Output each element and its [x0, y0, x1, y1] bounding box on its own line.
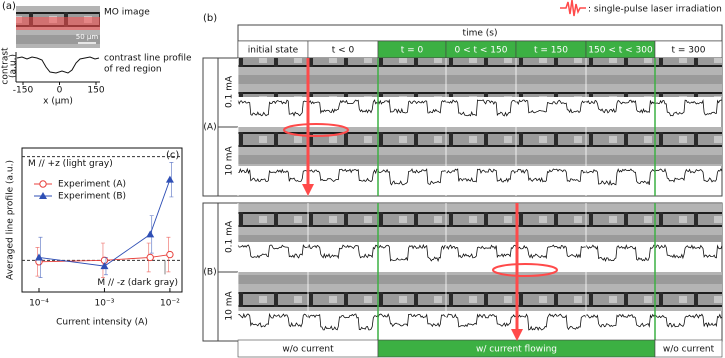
line-profile: [585, 313, 656, 328]
legend-marker: [39, 192, 47, 199]
legend-label: Experiment (B): [58, 192, 126, 202]
panel-b: time (s) initial state t < 0 t = 0 0 < t < 1…: [202, 24, 723, 358]
laser-spiral: [492, 263, 558, 277]
line-profile: [307, 99, 379, 115]
line-profile: [237, 99, 309, 117]
column-header: t = 300: [672, 46, 706, 56]
line-profile: [515, 244, 587, 260]
image-label: MO image: [104, 8, 150, 18]
x-tick-label: 10⁻²: [160, 299, 180, 309]
group-label: (A): [203, 123, 216, 133]
column-header: initial state: [248, 46, 299, 56]
mo-image-row: [238, 127, 722, 166]
line-profile: [377, 168, 447, 186]
legend-label: Experiment (A): [58, 180, 126, 190]
current-label: 0.1 mA: [225, 220, 235, 253]
x-tick-label: 10⁻⁴: [29, 299, 49, 309]
x-label: x (µm): [43, 97, 73, 107]
laser-arrowhead: [511, 329, 523, 341]
column-header: t = 150: [534, 46, 568, 56]
line-profile: [585, 168, 656, 186]
marker: [100, 262, 109, 270]
panel-label: (b): [203, 13, 217, 24]
line-profile: [654, 244, 723, 260]
reference-label: M // -z (dark gray): [97, 278, 178, 288]
red-region: [16, 17, 100, 30]
series-line: [38, 254, 170, 263]
line-profile: [237, 244, 309, 259]
footer-label: w/ current flowing: [476, 345, 557, 355]
line-profile: [445, 244, 517, 259]
plot-frame: [21, 147, 183, 293]
mo-image-row: [238, 58, 722, 97]
y-label: contrast: [1, 47, 11, 85]
column-header: 0 < t < 150: [455, 46, 508, 56]
line-profile: [515, 99, 587, 114]
column-header: t < 0: [332, 46, 355, 56]
scale-bar-label: 50 µm: [76, 33, 99, 41]
laser-arrowhead: [302, 184, 314, 196]
line-profile: [654, 313, 723, 328]
profile-label: of red region: [104, 65, 162, 75]
line-profile: [515, 313, 587, 331]
footer-cell: [654, 339, 723, 358]
line-profile: [585, 244, 656, 263]
x-tick-label: 10⁻³: [95, 299, 115, 309]
line-profile: [377, 243, 447, 262]
line-profile: [654, 167, 723, 183]
group-label: (B): [203, 268, 216, 278]
line-profile: [237, 312, 309, 328]
panel-label: (a): [2, 1, 16, 12]
line-profile: [377, 313, 447, 328]
x-tick-label: 0: [57, 86, 63, 96]
line-profile: [585, 99, 656, 114]
footer-label: w/o current: [663, 345, 715, 355]
marker: [34, 253, 43, 261]
panel-label: (c): [166, 150, 179, 161]
line-profile: [237, 167, 309, 182]
laser-legend: : single-pulse laser irradiation: [588, 5, 722, 15]
line-profile: [515, 168, 587, 183]
column-header: t = 0: [401, 46, 424, 56]
marker: [146, 230, 155, 238]
line-profile: [445, 168, 517, 183]
column-header: 150 < t < 300: [588, 46, 653, 56]
marker: [165, 175, 174, 183]
header: time (s): [463, 29, 498, 39]
line-profile: [307, 313, 379, 331]
line-profile: [445, 313, 517, 328]
mo-image-row: [238, 272, 722, 311]
footer-label: w/o current: [282, 345, 334, 355]
marker: [146, 253, 154, 262]
marker: [166, 250, 174, 259]
line-profile: [377, 98, 447, 114]
line-profile: [445, 99, 517, 117]
reference-label: M // +z (light gray): [28, 159, 113, 169]
laser-icon: [560, 0, 586, 17]
profile-label: contrast line profile: [104, 54, 192, 64]
series-line: [38, 179, 171, 267]
current-label: 0.1 mA: [225, 75, 235, 108]
laser-spiral: [283, 123, 349, 137]
line-profile: [307, 168, 379, 183]
y-label: Averaged line profile (a.u.): [6, 160, 16, 280]
line-profile: [307, 243, 379, 260]
current-label: 10 mA: [225, 146, 235, 176]
profile-curve: [16, 56, 100, 74]
panel-c: (c) Averaged line profile (a.u.) Current i…: [6, 147, 183, 328]
x-tick-label: -150: [13, 86, 34, 96]
current-label: 10 mA: [225, 291, 235, 321]
legend-marker: [39, 180, 47, 188]
x-tick-label: 150: [87, 86, 104, 96]
y-label: (a.u.): [9, 54, 19, 78]
mo-image-row: [238, 203, 722, 242]
line-profile: [654, 99, 723, 117]
x-label: Current intensity (A): [56, 318, 148, 328]
